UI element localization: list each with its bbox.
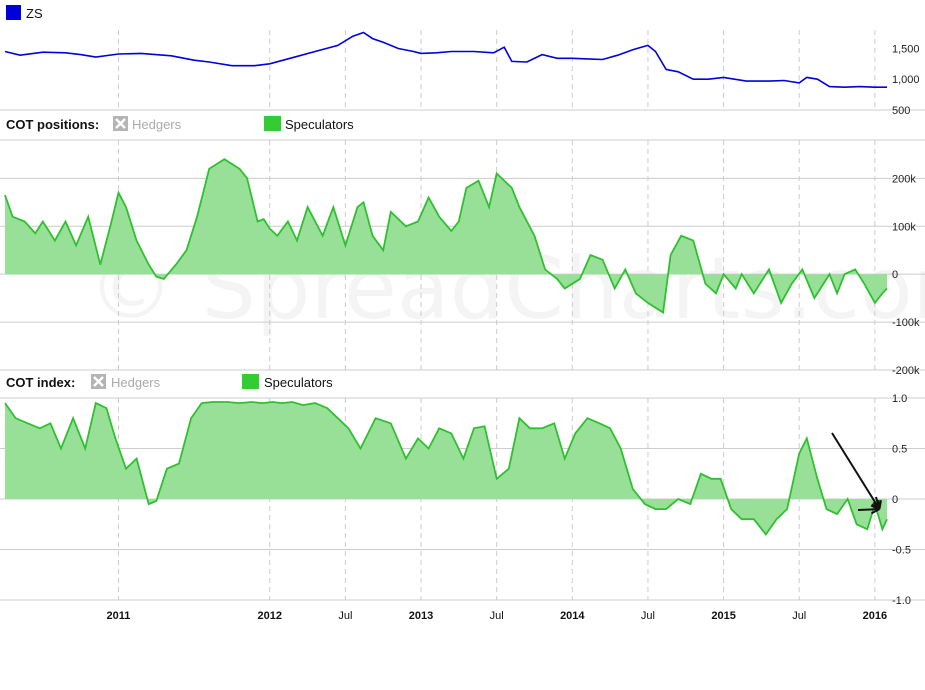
y-tick-label: 0 — [892, 494, 898, 506]
positions-legend-speculators[interactable]: Speculators — [264, 116, 354, 132]
index-legend-speculators[interactable]: Speculators — [242, 374, 333, 390]
y-tick-label: 500 — [892, 105, 910, 117]
price-y-axis: 500 1,000 1,500 — [892, 43, 920, 117]
y-tick-label: 100k — [892, 221, 916, 233]
y-tick-label: -0.5 — [892, 545, 911, 557]
index-panel-title: COT index: — [6, 375, 75, 390]
x-tick-label: Jul — [641, 610, 655, 622]
positions-legend-hedgers[interactable]: Hedgers — [113, 116, 182, 132]
index-legend-hedgers[interactable]: Hedgers — [91, 374, 161, 390]
x-tick-label: 2015 — [711, 610, 735, 622]
y-tick-label: 0 — [892, 269, 898, 281]
positions-legend-hedgers-label: Hedgers — [132, 117, 182, 132]
positions-panel-title: COT positions: — [6, 117, 99, 132]
positions-speculators-line — [4, 158, 888, 315]
x-tick-label: 2014 — [560, 610, 585, 622]
time-x-axis: 2011 2012 Jul 2013 Jul 2014 Jul 2015 Jul 2016 — [107, 610, 888, 622]
y-tick-label: -200k — [892, 365, 920, 377]
annotation-arrows — [831, 432, 882, 515]
arrow-line — [831, 432, 881, 510]
x-tick-label: 2016 — [863, 610, 887, 622]
y-tick-label: -100k — [892, 317, 920, 329]
green-square-icon — [264, 116, 281, 131]
index-legend-speculators-label: Speculators — [264, 375, 333, 390]
y-tick-label: 200k — [892, 173, 916, 185]
x-tick-label: 2011 — [107, 610, 131, 622]
index-speculators-line — [4, 401, 888, 536]
y-tick-label: 1.0 — [892, 393, 907, 405]
index-speculators-area — [5, 402, 887, 535]
green-square-icon — [242, 374, 259, 389]
positions-speculators-area — [5, 159, 887, 313]
blue-square-icon — [6, 5, 21, 20]
positions-y-axis: -200k -100k 0 100k 200k — [892, 173, 920, 377]
y-tick-label: -1.0 — [892, 595, 911, 607]
arrow-head — [870, 504, 880, 515]
x-tick-label: Jul — [490, 610, 504, 622]
price-legend[interactable]: ZS — [6, 5, 43, 21]
y-tick-label: 1,500 — [892, 43, 920, 55]
y-tick-label: 0.5 — [892, 444, 907, 456]
index-legend-hedgers-label: Hedgers — [111, 375, 161, 390]
x-tick-label: 2013 — [409, 610, 433, 622]
arrow-line — [857, 508, 880, 511]
price-legend-label: ZS — [26, 6, 43, 21]
y-tick-label: 1,000 — [892, 74, 920, 86]
unchecked-x-icon — [91, 374, 106, 389]
positions-legend-speculators-label: Speculators — [285, 117, 354, 132]
x-tick-label: 2012 — [258, 610, 282, 622]
unchecked-x-icon — [113, 116, 128, 131]
zs-price-line — [4, 31, 887, 89]
x-tick-label: Jul — [338, 610, 352, 622]
index-y-axis: -1.0 -0.5 0 0.5 1.0 — [892, 393, 911, 607]
x-tick-label: Jul — [792, 610, 806, 622]
